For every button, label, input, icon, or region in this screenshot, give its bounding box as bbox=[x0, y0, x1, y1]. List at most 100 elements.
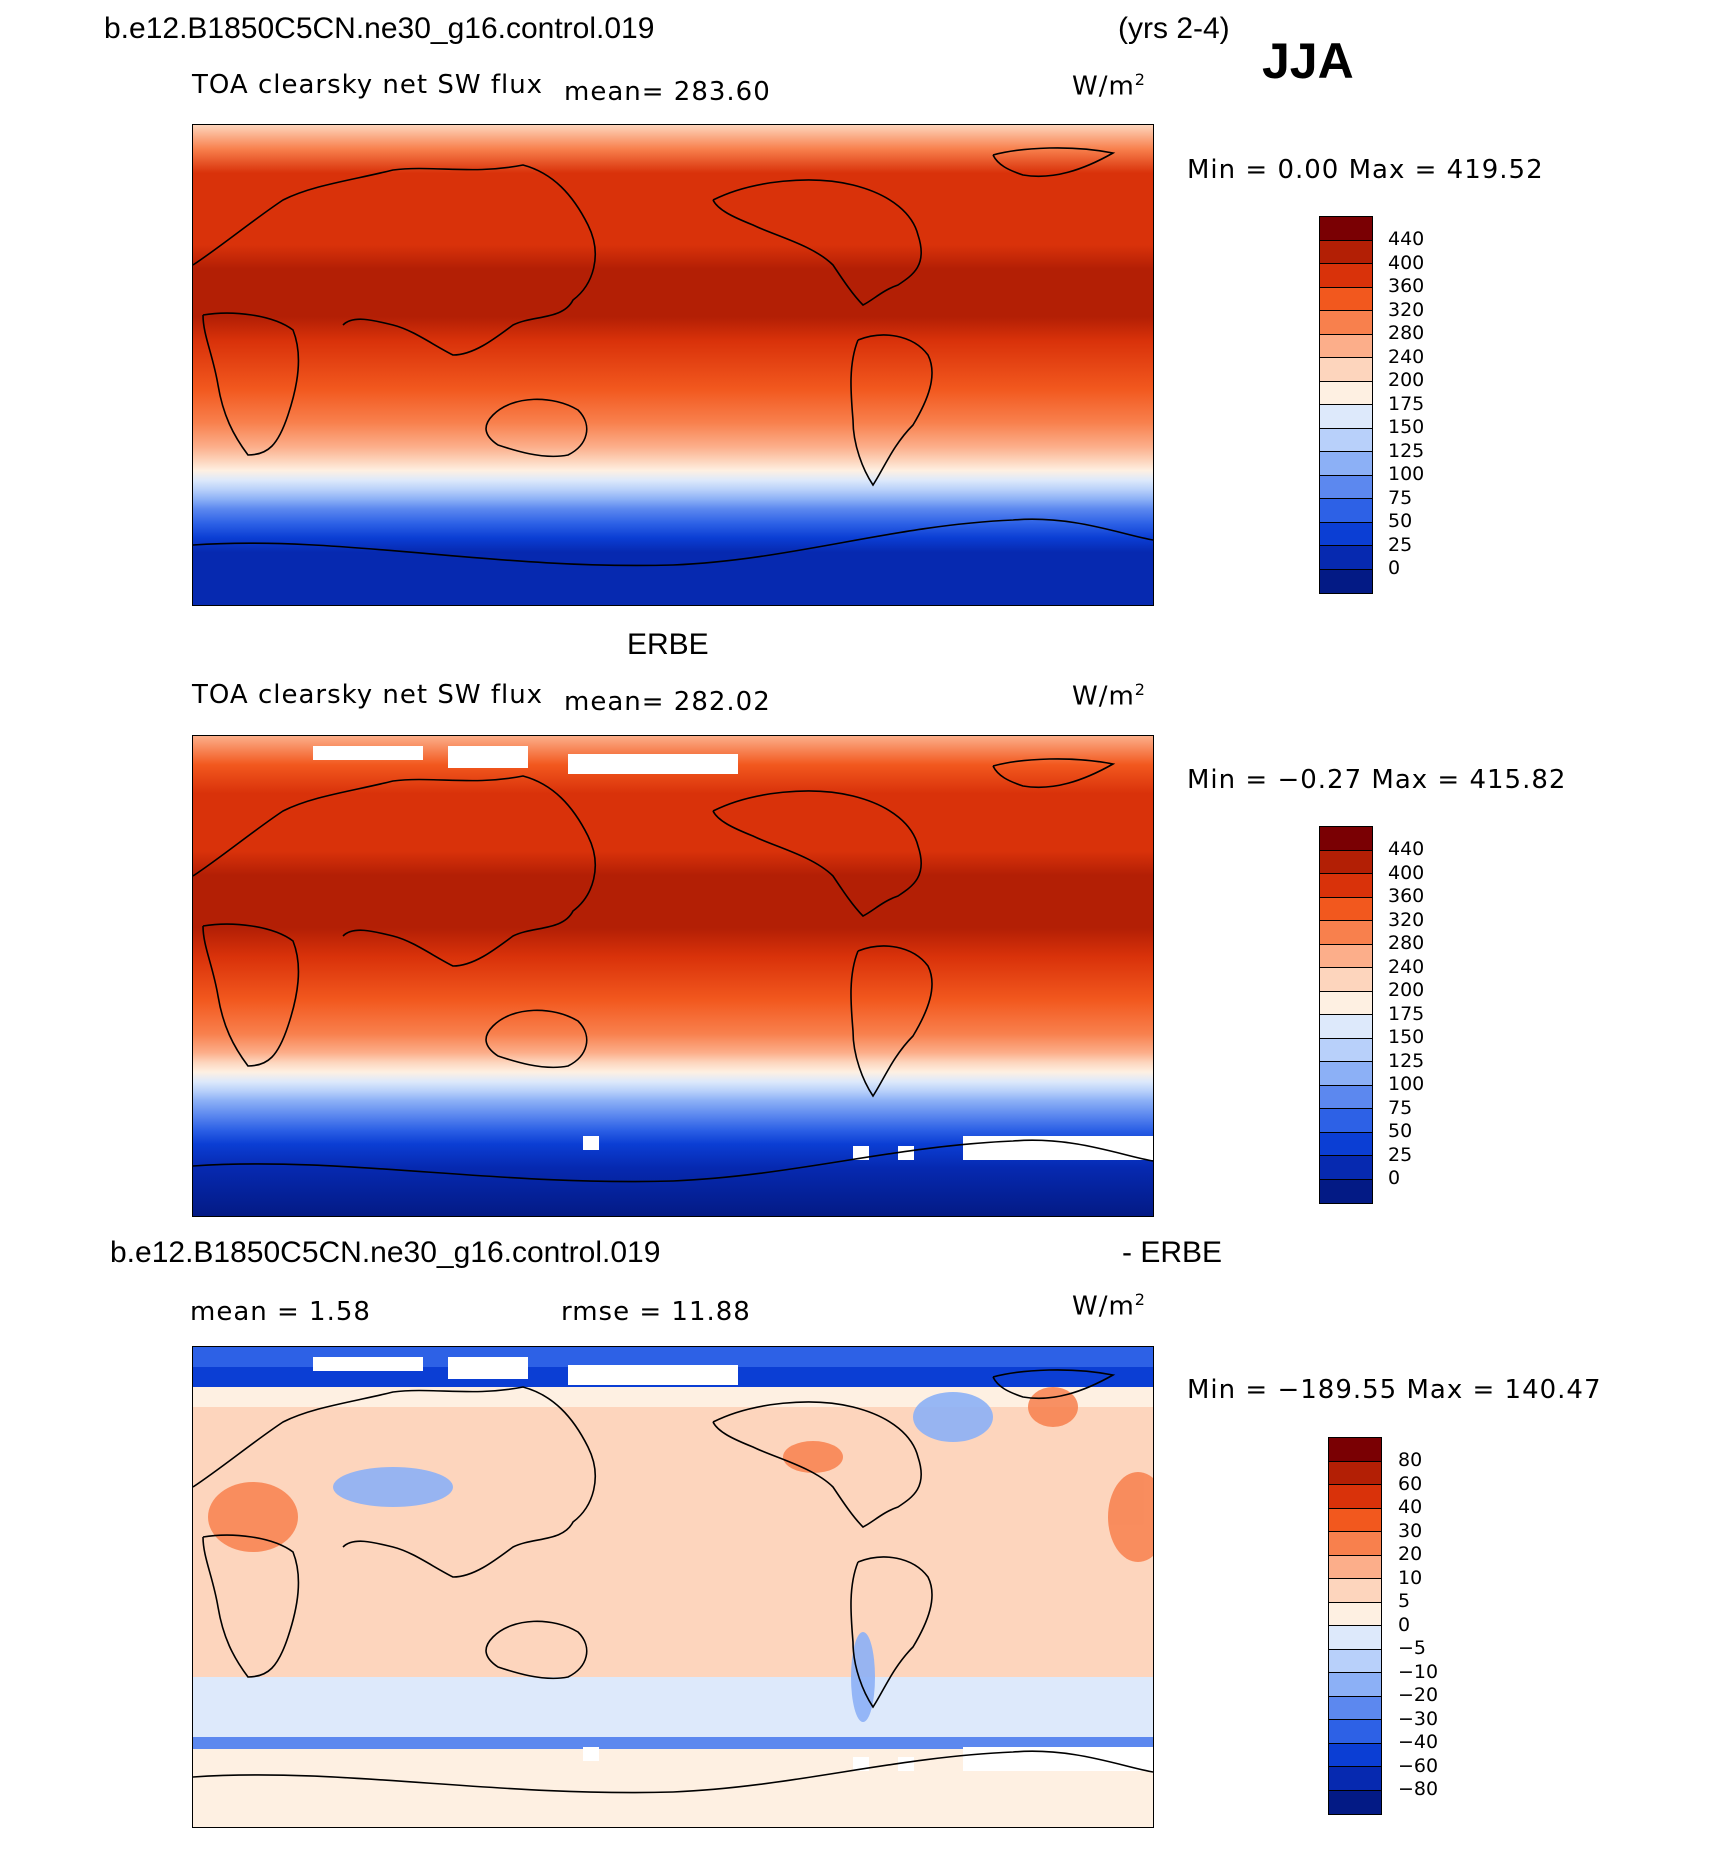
colorbar-tick-label: 280 bbox=[1388, 322, 1425, 344]
colorbar-tick-label: 175 bbox=[1388, 1002, 1425, 1025]
colorbar-tick-label: 280 bbox=[1388, 932, 1425, 954]
colorbar-tick-label: 50 bbox=[1388, 1120, 1413, 1142]
colorbar-swatch bbox=[1320, 1015, 1372, 1039]
colorbar-swatch bbox=[1320, 1085, 1372, 1109]
colorbar-swatch bbox=[1320, 499, 1372, 523]
colorbar-tick-label: 75 bbox=[1388, 486, 1413, 509]
colorbar-swatch bbox=[1320, 358, 1372, 382]
colorbar-swatch bbox=[1320, 546, 1372, 570]
colorbar-tick-label: 360 bbox=[1388, 885, 1425, 907]
panel1-variable: TOA clearsky net SW flux bbox=[192, 70, 544, 100]
colorbar-tick-label: 20 bbox=[1398, 1543, 1423, 1565]
colorbar-tick-label: −60 bbox=[1398, 1754, 1439, 1777]
colorbar-swatch bbox=[1320, 1109, 1372, 1133]
colorbar-tick-label: 25 bbox=[1388, 1143, 1413, 1166]
panel3-minmax: Min = −189.55 Max = 140.47 bbox=[1187, 1375, 1602, 1405]
panel1-units: W/m2 bbox=[1072, 70, 1146, 102]
colorbar-swatch bbox=[1329, 1790, 1381, 1814]
colorbar-swatch bbox=[1329, 1649, 1381, 1673]
colorbar-tick-label: 320 bbox=[1388, 298, 1425, 321]
panel1-colorbar-ticks: 440 400 360 320 280 240 200 175 150 125 100 75 50 25 0 bbox=[1388, 228, 1424, 581]
colorbar-swatch bbox=[1320, 1038, 1372, 1062]
panel2-variable: TOA clearsky net SW flux bbox=[192, 680, 544, 710]
panel3-units: W/m2 bbox=[1072, 1290, 1146, 1322]
colorbar-swatch bbox=[1320, 1179, 1372, 1203]
colorbar-tick-label: −80 bbox=[1398, 1778, 1439, 1800]
colorbar-swatch bbox=[1329, 1767, 1381, 1791]
colorbar-tick-label: 320 bbox=[1388, 908, 1425, 931]
panel2-map bbox=[192, 735, 1154, 1217]
panel3-title-left: b.e12.B1850C5CN.ne30_g16.control.019 bbox=[110, 1236, 661, 1269]
panel2-units: W/m2 bbox=[1072, 680, 1146, 712]
colorbar-swatch bbox=[1320, 287, 1372, 311]
panel2-colorbar bbox=[1319, 826, 1373, 1204]
colorbar-swatch bbox=[1320, 240, 1372, 264]
colorbar-swatch bbox=[1329, 1626, 1381, 1650]
colorbar-swatch bbox=[1329, 1673, 1381, 1697]
colorbar-tick-label: 40 bbox=[1398, 1496, 1423, 1518]
colorbar-tick-label: 200 bbox=[1388, 979, 1425, 1001]
colorbar-tick-label: 125 bbox=[1388, 1049, 1425, 1072]
colorbar-swatch bbox=[1320, 405, 1372, 429]
colorbar-tick-label: 150 bbox=[1388, 1026, 1425, 1048]
panel1-colorbar bbox=[1319, 216, 1373, 594]
panel3-colorbar-ticks: 80 60 40 30 20 10 5 0 −5 −10 −20 −30 −40 −60 −80 bbox=[1398, 1449, 1438, 1802]
colorbar-swatch bbox=[1320, 475, 1372, 499]
colorbar-tick-label: 80 bbox=[1398, 1449, 1423, 1471]
colorbar-swatch bbox=[1329, 1508, 1381, 1532]
colorbar-tick-label: 60 bbox=[1398, 1472, 1423, 1495]
panel3-map bbox=[192, 1346, 1154, 1828]
colorbar-tick-label: 440 bbox=[1388, 228, 1425, 250]
colorbar-tick-label: −20 bbox=[1398, 1684, 1439, 1706]
colorbar-tick-label: 100 bbox=[1388, 1073, 1425, 1095]
colorbar-swatch bbox=[1320, 311, 1372, 335]
years-label: (yrs 2-4) bbox=[1118, 12, 1230, 45]
colorbar-swatch bbox=[1320, 1062, 1372, 1086]
colorbar-swatch bbox=[1320, 897, 1372, 921]
panel2-title: ERBE bbox=[627, 628, 709, 661]
season-label: JJA bbox=[1262, 33, 1354, 89]
colorbar-swatch bbox=[1320, 991, 1372, 1015]
colorbar-tick-label: 0 bbox=[1388, 557, 1401, 579]
colorbar-swatch bbox=[1329, 1461, 1381, 1485]
colorbar-tick-label: 400 bbox=[1388, 861, 1425, 884]
panel2-mean: mean= 282.02 bbox=[564, 687, 771, 717]
colorbar-tick-label: 175 bbox=[1388, 392, 1425, 415]
colorbar-swatch bbox=[1329, 1602, 1381, 1626]
colorbar-tick-label: 400 bbox=[1388, 251, 1425, 274]
colorbar-swatch bbox=[1320, 944, 1372, 968]
colorbar-tick-label: 75 bbox=[1388, 1096, 1413, 1119]
colorbar-tick-label: −30 bbox=[1398, 1707, 1439, 1730]
colorbar-tick-label: 10 bbox=[1398, 1566, 1423, 1589]
colorbar-tick-label: 100 bbox=[1388, 463, 1425, 485]
colorbar-tick-label: 150 bbox=[1388, 416, 1425, 438]
panel1-map bbox=[192, 124, 1154, 606]
panel2-minmax: Min = −0.27 Max = 415.82 bbox=[1187, 765, 1567, 795]
colorbar-tick-label: 30 bbox=[1398, 1519, 1423, 1542]
colorbar-swatch bbox=[1320, 381, 1372, 405]
colorbar-swatch bbox=[1329, 1532, 1381, 1556]
colorbar-swatch bbox=[1320, 1132, 1372, 1156]
colorbar-tick-label: 360 bbox=[1388, 275, 1425, 297]
colorbar-swatch bbox=[1320, 334, 1372, 358]
colorbar-swatch bbox=[1320, 428, 1372, 452]
panel1-mean: mean= 283.60 bbox=[564, 77, 771, 107]
colorbar-swatch bbox=[1329, 1696, 1381, 1720]
colorbar-swatch bbox=[1329, 1579, 1381, 1603]
panel3-mean: mean = 1.58 bbox=[190, 1297, 371, 1327]
colorbar-tick-label: 240 bbox=[1388, 345, 1425, 368]
case-title: b.e12.B1850C5CN.ne30_g16.control.019 bbox=[104, 12, 655, 45]
colorbar-swatch bbox=[1320, 827, 1372, 851]
colorbar-tick-label: 240 bbox=[1388, 955, 1425, 978]
colorbar-swatch bbox=[1320, 968, 1372, 992]
colorbar-tick-label: 200 bbox=[1388, 369, 1425, 391]
colorbar-swatch bbox=[1320, 522, 1372, 546]
panel3-title-right: - ERBE bbox=[1122, 1236, 1223, 1269]
colorbar-tick-label: 440 bbox=[1388, 838, 1425, 860]
colorbar-swatch bbox=[1320, 921, 1372, 945]
colorbar-swatch bbox=[1320, 850, 1372, 874]
colorbar-tick-label: 0 bbox=[1388, 1167, 1401, 1189]
colorbar-tick-label: −5 bbox=[1398, 1637, 1427, 1659]
colorbar-swatch bbox=[1320, 217, 1372, 241]
colorbar-swatch bbox=[1329, 1485, 1381, 1509]
